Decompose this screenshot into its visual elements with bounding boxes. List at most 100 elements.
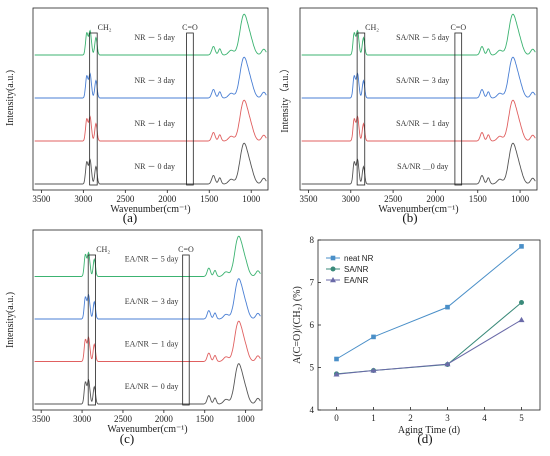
x-tick-label: 3000 [74,194,93,204]
series-line [336,302,522,375]
legend-label: SA/NR [344,265,369,274]
panel-label: (b) [402,210,417,225]
series-label: SA/NR － 1 day [396,119,449,128]
x-tick-label: 5 [519,413,524,423]
spectrum-panel-b: 3500 3000 2500 2000 1500 1000 Wavenumber(cm⁻¹)… [279,7,538,225]
plot-frame [32,7,269,191]
spectrum-panel-a: 3500 3000 2500 2000 1500 1000 Wavenumber(cm⁻¹)… [5,7,269,225]
x-tick-label: 2500 [116,194,135,204]
legend-label: EA/NR [344,276,369,285]
ch2-annotation: CH₂ [98,23,112,32]
x-axis-label: Aging Time (d) [398,425,460,436]
x-tick-label: 2000 [155,414,174,424]
series-label: NR － 0 day [134,162,175,171]
y-axis-label: Intensity(a.u.) [5,292,16,348]
spectrum-line [301,99,536,142]
x-tick-label: 1500 [469,194,488,204]
panel-label: (c) [120,431,134,446]
y-tick-label: 5 [310,363,315,373]
spectrum-line [34,56,267,99]
data-point [444,361,451,367]
data-point [330,255,336,261]
x-tick-label: 3 [445,413,450,423]
co-band-box [182,254,190,406]
series-label: SA/NR ＿0 day [397,162,448,171]
y-axis-label: A(C=O)/(CH₂) (%) [292,286,303,364]
x-axis-label: Wavenumber(cm⁻¹) [107,424,187,435]
series-label: NR － 3 day [134,76,175,85]
ch2-band-box [87,254,96,406]
x-tick-label: 1000 [242,194,261,204]
y-tick-label: 7 [310,278,315,288]
data-point [370,367,377,373]
x-tick-label: 3500 [32,414,51,424]
ch2-annotation: CH₂ [96,245,110,254]
series-label: EA/NR － 3 day [125,297,179,306]
co-annotation: C=O [182,23,198,32]
series-0 [334,244,524,362]
series-label: EA/NR － 1 day [125,340,179,349]
spectrum-line [34,142,267,185]
data-point [445,304,450,310]
plot-frame [299,7,538,191]
co-band-box [186,32,194,186]
x-tick-label: 2500 [114,414,133,424]
spectrum-panel-c: 3500 3000 2500 2000 1500 1000 Wavenumber(cm⁻¹)… [5,229,263,446]
series-line [336,245,522,360]
co-annotation: C=O [450,23,466,32]
data-point [519,299,524,305]
panel-label: (a) [123,210,137,225]
ch2-band-box [356,32,366,186]
y-tick-label: 6 [310,320,315,330]
x-tick-label: 4 [482,413,487,423]
x-tick-label: 0 [334,413,339,423]
x-tick-label: 2000 [158,194,177,204]
y-tick-label: 4 [310,405,315,415]
co-band-box [454,32,463,186]
spectrum-line [301,13,536,56]
series-label: NR － 1 day [134,119,175,128]
x-tick-label: 3500 [32,194,51,204]
x-tick-label: 3000 [342,194,361,204]
data-point [518,316,525,323]
y-axis-label: Intensity(a.u.) [5,70,16,126]
x-tick-label: 3000 [73,414,92,424]
series-label: EA/NR － 5 day [125,255,179,264]
spectrum-line [34,320,261,362]
spectrum-line [34,13,267,56]
x-tick-label: 2000 [426,194,445,204]
spectrum-line [34,363,261,405]
x-tick-label: 1500 [200,194,219,204]
series-label: EA/NR － 0 day [125,382,179,391]
plot-frame [32,229,263,411]
spectrum-line [301,142,536,185]
series-2 [333,316,525,377]
legend-label: neat NR [344,254,374,263]
data-point [371,334,376,340]
data-point [519,244,524,249]
x-axis-label: Wavenumber(cm⁻¹) [378,204,458,215]
x-tick-label: 2 [408,413,413,423]
data-point [330,266,336,272]
data-point [334,356,339,362]
series-1 [334,299,524,377]
x-tick-label: 1500 [196,414,215,424]
x-tick-label: 1 [371,413,376,423]
series-label: NR － 5 day [134,33,175,42]
ch2-annotation: CH₂ [365,23,379,32]
y-tick-label: 8 [310,235,315,245]
spectrum-line [34,278,261,320]
ch2-band-box [89,32,98,186]
ratio-panel-d: 0 1 2 3 4 5 4 5 6 7 8 Aging Time (d) A(C=O)/(CH₂) (%… [292,235,541,446]
series-label: SA/NR － 5 day [396,33,449,42]
x-tick-label: 1000 [237,414,256,424]
series-label: SA/NR － 3 day [396,76,449,85]
data-point [333,371,340,377]
panel-label: (d) [417,431,432,446]
spectrum-line [34,235,261,277]
data-point [330,277,336,283]
co-annotation: C=O [178,245,194,254]
x-tick-label: 3500 [299,194,318,204]
series-line [336,319,522,375]
